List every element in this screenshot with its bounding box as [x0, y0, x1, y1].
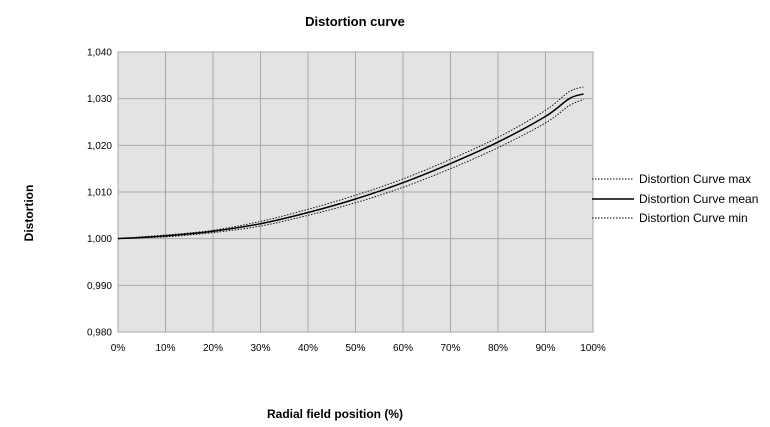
- y-tick-label: 0,980: [87, 328, 112, 339]
- y-tick-label: 1,010: [87, 188, 112, 199]
- x-tick-label: 0%: [111, 343, 126, 354]
- tick-labels: 0% 10% 20% 30% 40% 50% 60% 70% 80% 90% 100% 0,980 0,…: [87, 48, 606, 355]
- y-axis-label: Distortion: [22, 185, 36, 242]
- y-tick-label: 0,990: [87, 281, 112, 292]
- x-tick-label: 30%: [250, 343, 270, 354]
- x-tick-label: 50%: [345, 343, 365, 354]
- x-tick-label: 100%: [580, 343, 606, 354]
- legend-label-distortion-curve-min: Distortion Curve min: [639, 211, 748, 225]
- series-distortion-curve-max: [117, 86, 584, 240]
- x-tick-label: 10%: [155, 343, 175, 354]
- x-tick-label: 80%: [488, 343, 508, 354]
- y-tick-label: 1,020: [87, 141, 112, 152]
- legend: Distortion Curve max Distortion Curve mea…: [592, 172, 758, 225]
- gridlines: [117, 51, 594, 333]
- x-tick-label: 60%: [393, 343, 413, 354]
- x-tick-label: 90%: [535, 343, 555, 354]
- series-distortion-curve-mean: [117, 93, 584, 240]
- series-lines: [117, 86, 584, 240]
- y-tick-label: 1,000: [87, 234, 112, 245]
- y-tick-label: 1,040: [87, 48, 112, 59]
- legend-label-distortion-curve-mean: Distortion Curve mean: [639, 192, 758, 206]
- x-tick-label: 70%: [440, 343, 460, 354]
- x-tick-label: 20%: [203, 343, 223, 354]
- y-tick-label: 1,030: [87, 94, 112, 105]
- legend-label-distortion-curve-max: Distortion Curve max: [639, 172, 751, 186]
- x-tick-label: 40%: [298, 343, 318, 354]
- chart-title: Distortion curve: [305, 14, 405, 29]
- series-distortion-curve-min: [117, 99, 584, 240]
- x-axis-label: Radial field position (%): [267, 407, 403, 421]
